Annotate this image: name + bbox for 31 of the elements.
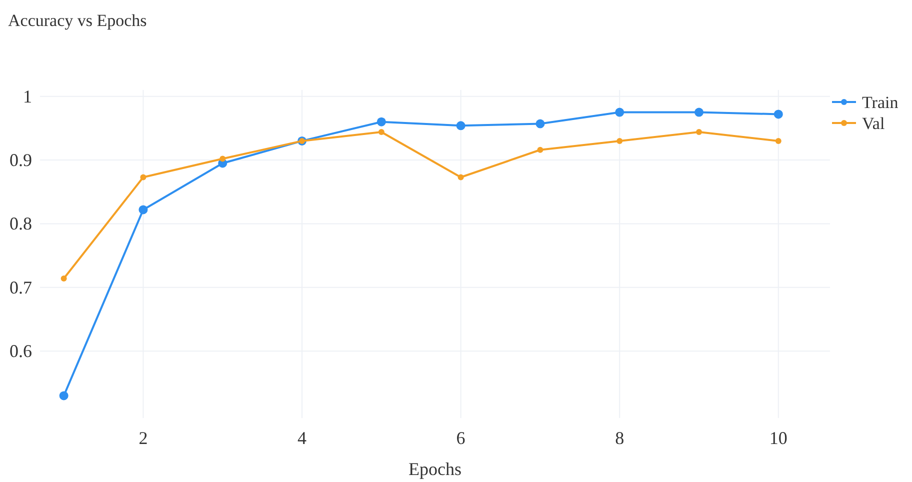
point	[615, 108, 624, 117]
x-tick-label: 2	[138, 428, 148, 448]
point	[458, 174, 464, 180]
x-tick-label: 4	[298, 428, 307, 448]
point	[694, 108, 704, 117]
x-axis-title: Epochs	[408, 459, 462, 479]
point	[775, 138, 782, 144]
point	[378, 129, 384, 136]
x-tick-label: 10	[769, 428, 788, 448]
x-tick-label: 8	[615, 428, 624, 448]
point	[59, 391, 68, 400]
point	[696, 129, 702, 136]
point	[456, 121, 466, 130]
chart-title: Accuracy vs Epochs	[8, 11, 147, 30]
legend-label: Train	[862, 93, 899, 112]
y-tick-label: 0.8	[10, 214, 32, 234]
y-tick-label: 0.7	[10, 277, 32, 298]
point	[138, 205, 148, 214]
point	[774, 110, 783, 119]
x-tick-label: 6	[456, 428, 466, 448]
y-tick-label: 1	[23, 86, 32, 106]
point	[537, 146, 544, 153]
y-tick-label: 0.9	[10, 150, 32, 170]
legend-label: Val	[862, 114, 885, 133]
point	[140, 174, 146, 180]
point	[536, 119, 545, 128]
point	[60, 276, 67, 282]
point	[616, 138, 623, 144]
point	[220, 156, 226, 162]
y-tick-label: 0.6	[10, 341, 32, 362]
point	[376, 117, 386, 126]
